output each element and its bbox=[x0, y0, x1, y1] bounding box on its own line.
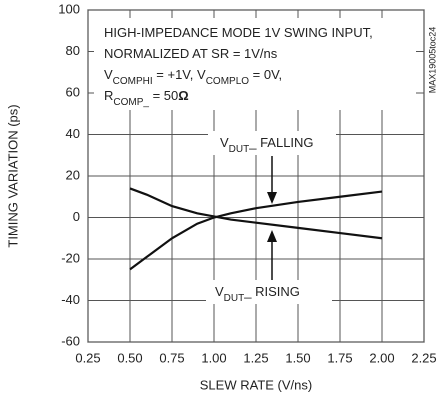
text-segment: V bbox=[220, 135, 229, 150]
x-tick-label: 1.75 bbox=[327, 350, 352, 365]
y-tick-label: -20 bbox=[61, 250, 80, 265]
x-tick-label: 1.50 bbox=[285, 350, 310, 365]
text-segment: COMP_ bbox=[113, 97, 149, 108]
text-segment: = 0V, bbox=[249, 67, 282, 82]
text-segment: V bbox=[104, 67, 113, 82]
annotation-line: VCOMPHI = +1V, VCOMPLO = 0V, bbox=[104, 67, 282, 87]
y-tick-label: -40 bbox=[61, 292, 80, 307]
text-segment: = 50 bbox=[149, 88, 178, 103]
text-segment: COMPLO bbox=[206, 76, 250, 87]
y-tick-label: 40 bbox=[66, 126, 80, 141]
series-line bbox=[129, 190, 383, 271]
annotation-line: NORMALIZED AT SR = 1V/ns bbox=[104, 46, 278, 61]
y-tick-label: -60 bbox=[61, 333, 80, 348]
text-segment: HIGH-IMPEDANCE MODE 1V SWING INPUT, bbox=[104, 25, 373, 40]
arrow-head bbox=[267, 230, 277, 242]
watermark: MAX19005toc24 bbox=[427, 27, 437, 94]
text-segment: _ RISING bbox=[243, 284, 300, 299]
y-axis-label: TIMING VARIATION (ps) bbox=[5, 104, 20, 247]
annotation-line: RCOMP_ = 50Ω bbox=[104, 88, 189, 108]
y-tick-label: 20 bbox=[66, 167, 80, 182]
text-segment: _ FALLING bbox=[248, 135, 313, 150]
label-box bbox=[208, 131, 336, 155]
text-segment: NORMALIZED AT SR = 1V/ns bbox=[104, 46, 278, 61]
annotation-line: HIGH-IMPEDANCE MODE 1V SWING INPUT, bbox=[104, 25, 373, 40]
y-tick-label: 60 bbox=[66, 84, 80, 99]
x-tick-label: 2.25 bbox=[411, 350, 436, 365]
x-tick-label: 1.00 bbox=[201, 350, 226, 365]
series-label: VDUT_ RISING bbox=[215, 284, 300, 304]
x-tick-label: 0.25 bbox=[75, 350, 100, 365]
x-tick-label: 2.00 bbox=[369, 350, 394, 365]
text-segment: DUT bbox=[224, 293, 245, 304]
text-segment: COMPHI bbox=[113, 76, 153, 87]
x-axis-label: SLEW RATE (V/ns) bbox=[200, 377, 312, 392]
label-box bbox=[206, 280, 332, 304]
x-tick-label: 1.25 bbox=[243, 350, 268, 365]
y-tick-label: 0 bbox=[73, 209, 80, 224]
text-segment: Ω bbox=[178, 88, 188, 103]
text-segment: = +1V, V bbox=[153, 67, 206, 82]
annotation-box bbox=[94, 18, 416, 110]
series-label: VDUT_ FALLING bbox=[220, 135, 314, 155]
y-tick-label: 80 bbox=[66, 43, 80, 58]
text-segment: DUT bbox=[229, 144, 250, 155]
series-line bbox=[129, 187, 383, 240]
y-tick-label: 100 bbox=[58, 1, 80, 16]
text-segment: R bbox=[104, 88, 113, 103]
text-segment: V bbox=[215, 284, 224, 299]
arrow-head bbox=[267, 192, 277, 204]
x-tick-label: 0.50 bbox=[117, 350, 142, 365]
x-tick-label: 0.75 bbox=[159, 350, 184, 365]
